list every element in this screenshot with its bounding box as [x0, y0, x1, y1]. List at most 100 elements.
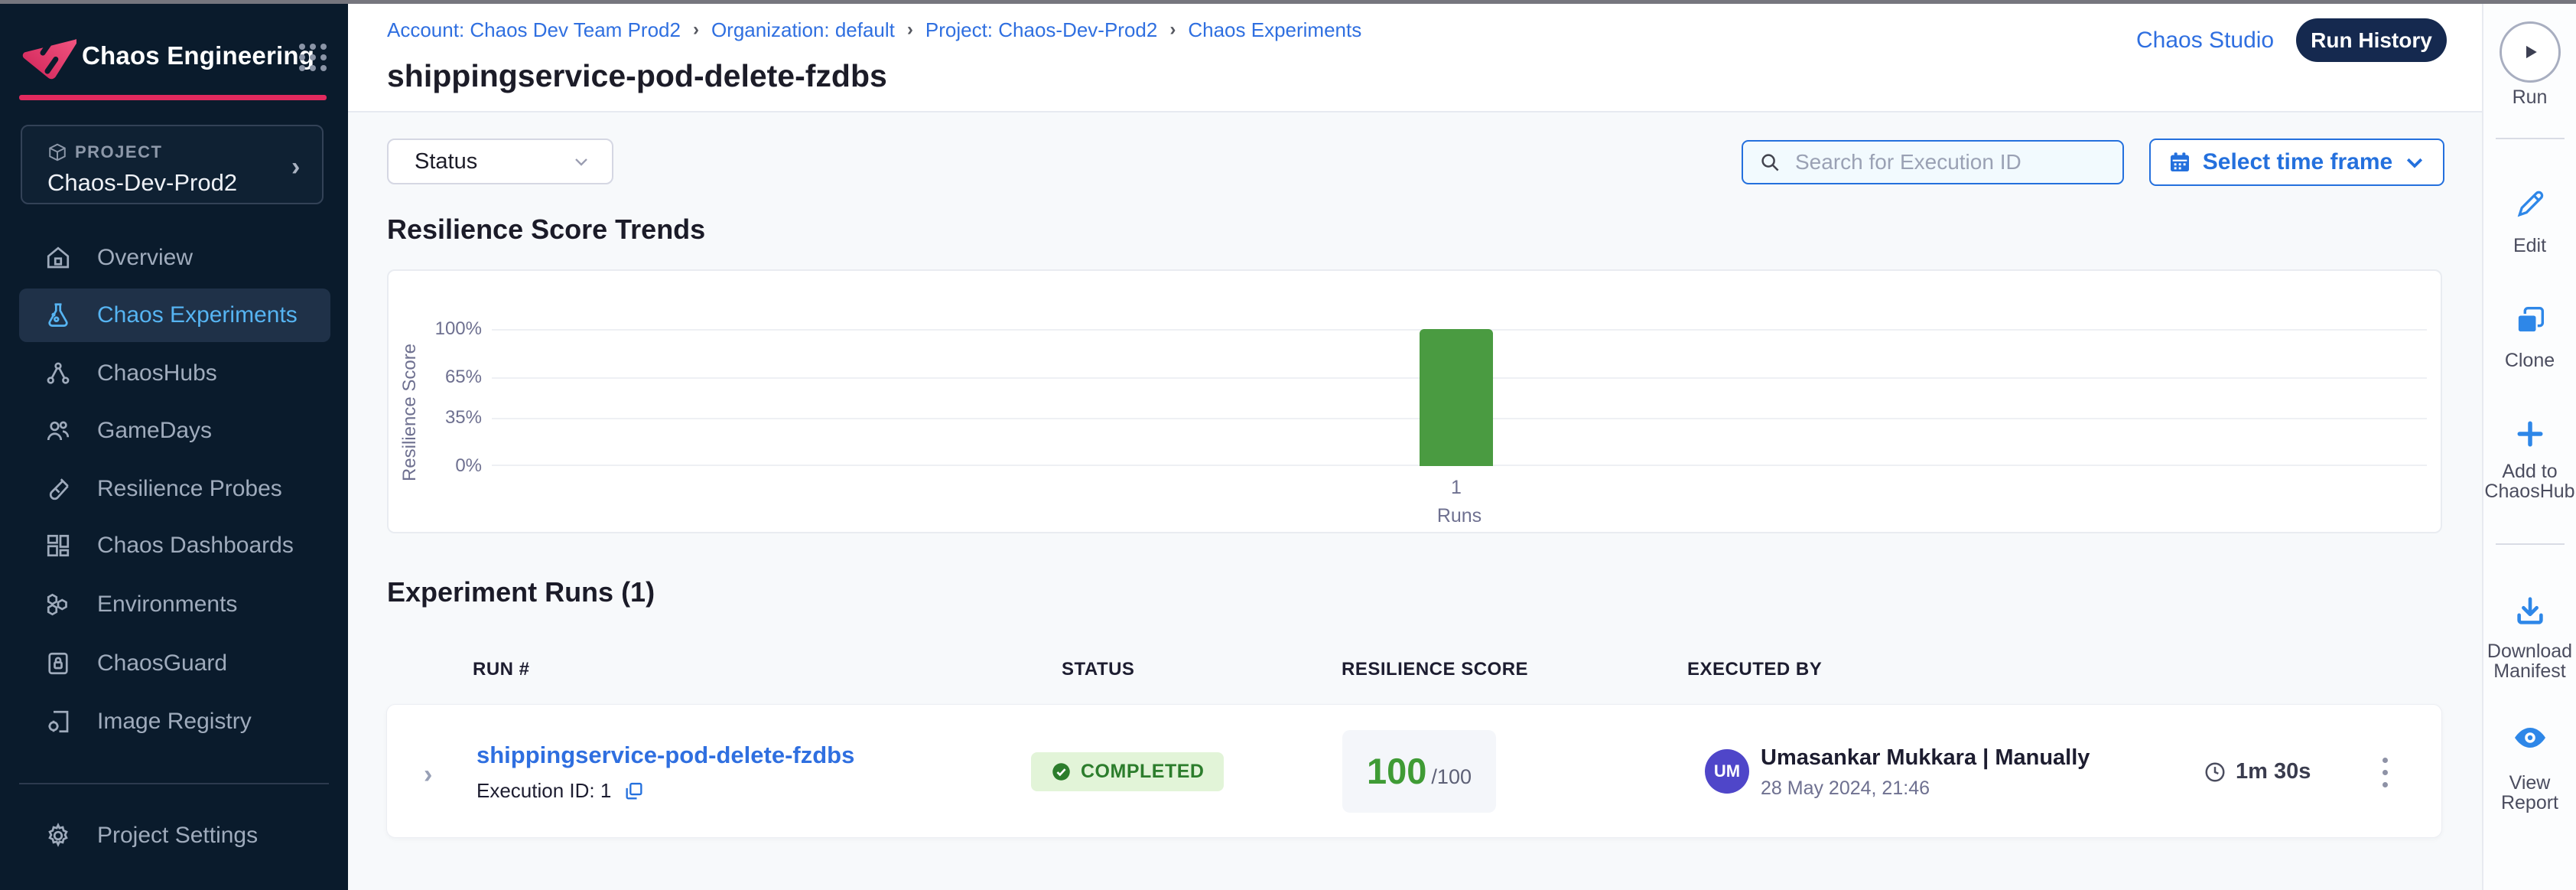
sidebar-item-gamedays[interactable]: GameDays: [19, 404, 330, 458]
project-label: PROJECT: [75, 142, 163, 161]
chart-x-axis-title: Runs: [1436, 505, 1482, 527]
view-report-action[interactable]: [2483, 719, 2576, 756]
duration-text: 1m 30s: [2236, 759, 2311, 784]
dashboard-icon: [44, 531, 73, 560]
column-header-resilience-score: RESILIENCE SCORE: [1342, 659, 1529, 680]
sidebar-item-overview[interactable]: Overview: [19, 231, 330, 285]
chart-x-tick: 1: [1451, 477, 1462, 498]
resilience-score-box: 100 /100: [1342, 730, 1496, 813]
home-icon: [44, 243, 73, 272]
run-button[interactable]: [2500, 21, 2561, 83]
lock-card-icon: [44, 649, 73, 678]
select-time-frame-button[interactable]: Select time frame: [2149, 139, 2444, 186]
main-content: Account: Chaos Dev Team Prod2 › Organiza…: [348, 0, 2482, 890]
breadcrumb-organization[interactable]: Organization: default: [711, 18, 895, 41]
search-input[interactable]: [1794, 149, 2100, 175]
sidebar-item-project-settings[interactable]: Project Settings: [19, 809, 330, 862]
execution-search: [1742, 140, 2124, 184]
sidebar-item-environments[interactable]: Environments: [19, 578, 330, 631]
executed-by-name: Umasankar Mukkara | Manually: [1761, 745, 2090, 770]
executed-on-timestamp: 28 May 2024, 21:46: [1761, 778, 1930, 799]
rail-divider: [2496, 138, 2565, 139]
project-name: Chaos-Dev-Prod2: [47, 169, 238, 196]
cube-icon: [49, 143, 66, 161]
sidebar-item-chaoshubs[interactable]: ChaosHubs: [19, 347, 330, 400]
y-tick-0: 0%: [455, 455, 482, 476]
search-icon: [1761, 154, 1779, 171]
sidebar-item-chaos-dashboards[interactable]: Chaos Dashboards: [19, 519, 330, 572]
sidebar-item-image-registry[interactable]: Image Registry: [19, 695, 330, 748]
add-to-chaoshub-action[interactable]: [2483, 417, 2576, 451]
status-badge: COMPLETED: [1031, 752, 1225, 791]
breadcrumb-chaos-experiments[interactable]: Chaos Experiments: [1188, 18, 1362, 41]
test-tube-icon: [44, 474, 73, 504]
clone-label: Clone: [2504, 350, 2555, 371]
experiment-run-row[interactable]: › shippingservice-pod-delete-fzdbs Execu…: [386, 704, 2442, 838]
people-icon: [44, 416, 73, 445]
action-rail: Run Edit Clone Add to ChaosHub Download …: [2482, 0, 2576, 890]
execution-id-label: Execution ID: 1: [476, 779, 612, 802]
run-duration: 1m 30s: [2204, 759, 2311, 784]
score-max: /100: [1431, 765, 1472, 788]
chevron-right-icon: ›: [291, 152, 301, 181]
y-tick-65: 65%: [444, 367, 482, 387]
breadcrumb-account[interactable]: Account: Chaos Dev Team Prod2: [387, 18, 681, 41]
time-frame-label: Select time frame: [2202, 149, 2393, 174]
runs-section-title: Experiment Runs (1): [387, 576, 655, 608]
column-header-status: STATUS: [1062, 659, 1135, 680]
chevron-down-icon: [575, 158, 587, 166]
clone-icon: [2516, 306, 2544, 334]
view-report-label: View Report: [2500, 772, 2559, 813]
breadcrumb: Account: Chaos Dev Team Prod2 › Organiza…: [387, 18, 1361, 41]
sidebar: Chaos Engineering PROJECT Chaos-Dev-Prod…: [0, 0, 348, 890]
window-top-edge: [0, 0, 2576, 4]
status-filter-label: Status: [415, 148, 478, 174]
row-menu-kebab-icon[interactable]: [2369, 749, 2400, 795]
sidebar-item-resilience-probes[interactable]: Resilience Probes: [19, 462, 330, 516]
column-header-run: RUN #: [473, 659, 530, 680]
download-icon: [2516, 597, 2543, 624]
flask-icon: [44, 301, 73, 330]
breadcrumb-separator: ›: [1169, 19, 1176, 40]
edit-label: Edit: [2513, 235, 2547, 256]
image-registry-icon: [44, 707, 73, 736]
rail-divider: [2496, 543, 2565, 545]
sidebar-item-chaos-experiments[interactable]: Chaos Experiments: [19, 289, 330, 342]
chevron-down-icon: [2407, 158, 2423, 168]
score-value: 100: [1367, 751, 1427, 791]
y-tick-35: 35%: [444, 407, 482, 428]
product-title: Chaos Engineering: [82, 41, 315, 70]
status-filter-dropdown[interactable]: Status: [387, 139, 613, 184]
play-icon: [2526, 45, 2537, 59]
resilience-score-bar[interactable]: [1420, 329, 1493, 466]
avatar: UM: [1705, 749, 1749, 794]
module-grid-icon[interactable]: [297, 41, 329, 73]
status-text: COMPLETED: [1081, 761, 1205, 782]
column-header-executed-by: EXECUTED BY: [1687, 659, 1823, 680]
download-manifest-action[interactable]: [2483, 594, 2576, 629]
calendar-icon: [2170, 152, 2189, 171]
project-selector[interactable]: PROJECT Chaos-Dev-Prod2 ›: [21, 125, 324, 204]
clone-action[interactable]: [2483, 302, 2576, 337]
sidebar-item-chaosguard[interactable]: ChaosGuard: [19, 637, 330, 690]
breadcrumb-separator: ›: [692, 19, 699, 40]
add-to-chaoshub-label: Add to ChaosHub: [2484, 461, 2575, 502]
copy-icon[interactable]: [623, 781, 645, 802]
breadcrumb-separator: ›: [906, 19, 913, 40]
clock-icon: [2205, 762, 2225, 781]
page-header: Account: Chaos Dev Team Prod2 › Organiza…: [348, 0, 2482, 112]
gear-icon: [44, 821, 73, 850]
chart-plot-area: [492, 329, 2427, 466]
chaos-studio-link[interactable]: Chaos Studio: [2136, 28, 2275, 53]
brand-accent-line: [19, 95, 327, 100]
run-name-link[interactable]: shippingservice-pod-delete-fzdbs: [476, 742, 855, 768]
breadcrumb-project[interactable]: Project: Chaos-Dev-Prod2: [925, 18, 1158, 41]
run-history-button[interactable]: Run History: [2296, 18, 2447, 62]
edit-action[interactable]: [2483, 187, 2576, 221]
check-circle-icon: [1052, 763, 1070, 781]
row-expander-chevron-icon[interactable]: ›: [424, 760, 433, 789]
sidebar-divider: [19, 783, 329, 784]
plus-icon: [2517, 421, 2542, 447]
run-button-label: Run: [2512, 86, 2548, 108]
